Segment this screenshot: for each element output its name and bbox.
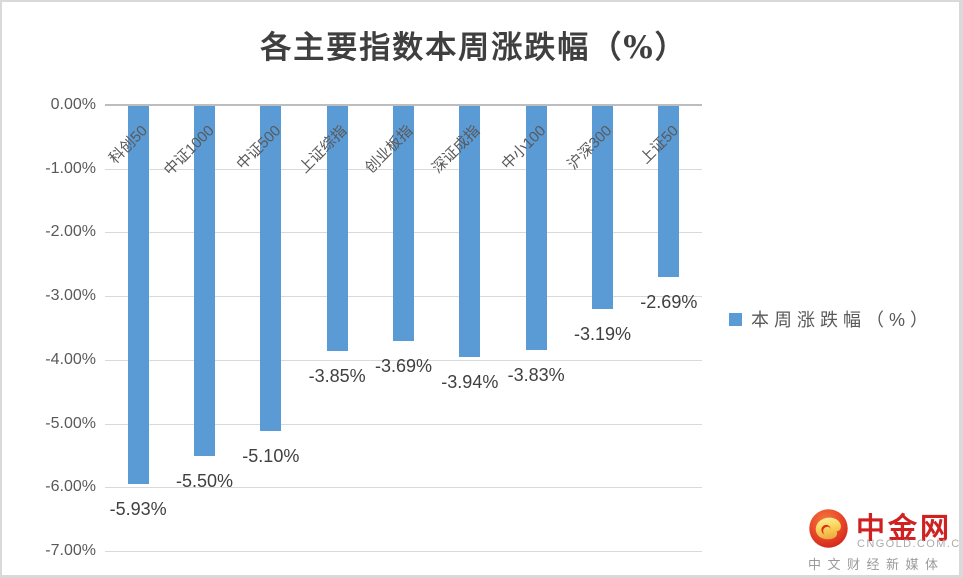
bar-创业板指 [393,106,414,342]
legend-label: 本周涨跌幅（%） [751,310,934,330]
data-label-中证500: -5.10% [242,445,300,466]
cngold-watermark: 中金网 CNGOLD.COM.CN 中文财经新媒体 [806,505,959,572]
y-axis-tick-label: -4.00% [45,350,96,368]
bar-科创50 [127,106,149,484]
legend: 本周涨跌幅（%） [729,306,933,332]
data-label-沪深300: -3.19% [573,324,632,345]
bar-上证综指 [326,106,348,352]
gridline [105,487,702,489]
bar-沪深300 [592,106,613,310]
data-label-深证成指: -3.94% [441,372,499,393]
gridline [105,550,702,552]
data-label-上证综指: -3.85% [308,366,366,387]
y-axis-tick-label: -5.00% [45,414,96,432]
bar-中小100 [525,106,547,350]
cngold-cloud-logo-icon [809,509,848,548]
y-axis-tick-label: -7.00% [45,541,96,559]
bar-上证50 [658,106,680,278]
gridline [105,359,702,361]
y-axis-tick-label: -2.00% [45,223,96,241]
bar-中证1000 [194,106,215,457]
y-axis-tick-label: -3.00% [45,287,96,305]
brand-tagline: 中文财经新媒体 [808,557,945,572]
gridline [105,423,702,425]
chart-title: 各主要指数本周涨跌幅（%） [260,30,688,66]
y-axis-tick-label: -6.00% [45,478,96,496]
legend-swatch [729,312,742,326]
data-label-上证50: -2.69% [640,292,698,313]
brand-domain: CNGOLD.COM.CN [857,538,963,550]
x-axis-zero-line [105,104,702,106]
y-axis-tick-label: -1.00% [45,159,96,177]
data-label-科创50: -5.93% [109,498,167,519]
data-label-中证1000: -5.50% [175,471,234,492]
bar-中证500 [260,106,282,431]
y-axis-tick-label: 0.00% [50,96,96,113]
brand-name: 中金网 [856,511,953,545]
data-label-中小100: -3.83% [507,365,565,385]
data-label-创业板指: -3.69% [374,356,433,377]
bar-深证成指 [459,106,481,358]
